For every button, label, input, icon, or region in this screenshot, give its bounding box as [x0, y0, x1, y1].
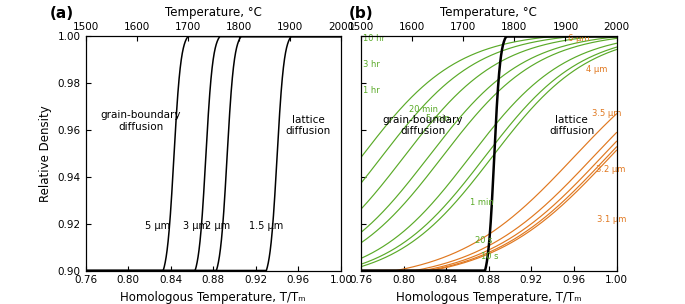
- Text: 10 hr: 10 hr: [364, 34, 386, 43]
- Text: 3.2 μm: 3.2 μm: [597, 165, 625, 174]
- Text: 4 μm: 4 μm: [586, 65, 607, 74]
- Text: lattice
diffusion: lattice diffusion: [549, 115, 595, 136]
- Y-axis label: Relative Density: Relative Density: [39, 105, 52, 202]
- Text: 3 hr: 3 hr: [364, 60, 380, 69]
- Text: 1.5 μm: 1.5 μm: [249, 221, 284, 231]
- Text: 2 μm: 2 μm: [205, 221, 230, 231]
- X-axis label: Temperature, °C: Temperature, °C: [440, 6, 537, 19]
- Text: 6 μm: 6 μm: [568, 34, 589, 43]
- Text: grain-boundary
diffusion: grain-boundary diffusion: [101, 110, 181, 132]
- Text: 20 min: 20 min: [409, 105, 438, 114]
- Text: 3 μm: 3 μm: [183, 221, 208, 231]
- Text: 5 μm: 5 μm: [145, 221, 171, 231]
- Text: 1 hr: 1 hr: [364, 86, 380, 95]
- Text: 3.1 μm: 3.1 μm: [597, 215, 627, 223]
- Text: lattice
diffusion: lattice diffusion: [285, 115, 330, 136]
- Text: 5 min: 5 min: [426, 114, 450, 123]
- X-axis label: Homologous Temperature, T/Tₘ: Homologous Temperature, T/Tₘ: [396, 291, 582, 304]
- Text: 1 min: 1 min: [470, 198, 493, 207]
- Text: 20 s: 20 s: [475, 236, 493, 245]
- Text: 10 s: 10 s: [482, 252, 499, 261]
- Text: (a): (a): [50, 6, 74, 21]
- Text: grain-boundary
diffusion: grain-boundary diffusion: [383, 115, 463, 136]
- Text: (b): (b): [349, 6, 373, 21]
- X-axis label: Temperature, °C: Temperature, °C: [165, 6, 262, 19]
- Text: 3.5 μm: 3.5 μm: [592, 109, 621, 118]
- X-axis label: Homologous Temperature, T/Tₘ: Homologous Temperature, T/Tₘ: [121, 291, 306, 304]
